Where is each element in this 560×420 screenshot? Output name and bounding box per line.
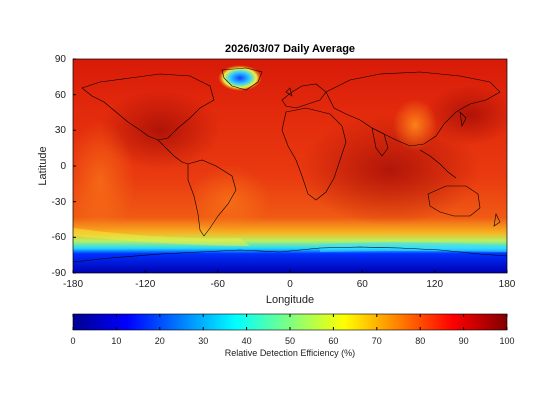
coastline-japan <box>459 111 467 127</box>
coastline-antarctica <box>73 246 507 263</box>
x-axis-label: Longitude <box>266 294 314 306</box>
x-tick-label: 180 <box>499 279 516 290</box>
coastline-central-america <box>157 139 189 165</box>
x-tick-label: 60 <box>357 279 369 290</box>
colorbar-tick-label: 100 <box>499 336 514 346</box>
coastline-new-zealand <box>493 213 501 227</box>
y-axis: 90 60 30 0 -30 -60 -90 Latitude <box>37 54 76 279</box>
coastline-greenland <box>221 67 263 91</box>
y-tick-label: 60 <box>55 90 67 101</box>
x-tick-label: 120 <box>426 279 443 290</box>
coastline-south-america <box>187 159 237 237</box>
colorbar-tick-label: 20 <box>155 336 165 346</box>
colorbar-tick-label: 60 <box>328 336 338 346</box>
colorbar-tick-label: 50 <box>285 336 295 346</box>
efficiency-map <box>73 59 507 273</box>
y-axis-label: Latitude <box>37 146 49 185</box>
colorbar-tick-label: 70 <box>372 336 382 346</box>
colorbar-tick-label: 0 <box>70 336 75 346</box>
colorbar: 0 10 20 30 40 50 60 70 80 90 100 Relative Detectio… <box>70 313 515 358</box>
coastline-europe <box>281 83 327 109</box>
y-tick-label: 90 <box>55 54 67 65</box>
coastline-southeast-asia <box>419 149 457 179</box>
colorbar-tick-label: 40 <box>242 336 252 346</box>
colorbar-tick-label: 80 <box>415 336 425 346</box>
colorbar-tick-label: 30 <box>198 336 208 346</box>
colorbar-label: Relative Detection Efficiency (%) <box>225 348 355 358</box>
y-tick-label: -60 <box>52 232 67 243</box>
coastline-uk <box>285 87 293 97</box>
y-tick-label: -30 <box>52 197 67 208</box>
coastline-asia <box>325 71 501 147</box>
coastline-north-america <box>81 73 215 141</box>
coastline-australia <box>427 185 481 217</box>
y-tick-label: 0 <box>60 161 66 172</box>
coastlines <box>73 67 507 263</box>
y-tick-label: 30 <box>55 125 67 136</box>
colorbar-tick-label: 90 <box>459 336 469 346</box>
colorbar-tick-label: 10 <box>111 336 121 346</box>
x-tick-label: -120 <box>135 279 155 290</box>
coastline-india <box>371 127 389 157</box>
y-tick-label: -90 <box>52 268 67 279</box>
chart-title: 2026/03/07 Daily Average <box>225 43 355 55</box>
x-tick-label: -180 <box>63 279 83 290</box>
x-axis: -180 -120 -60 0 60 120 180 Longitude <box>63 270 516 306</box>
x-tick-label: -60 <box>210 279 225 290</box>
coastline-africa <box>281 107 347 201</box>
x-tick-label: 0 <box>287 279 293 290</box>
